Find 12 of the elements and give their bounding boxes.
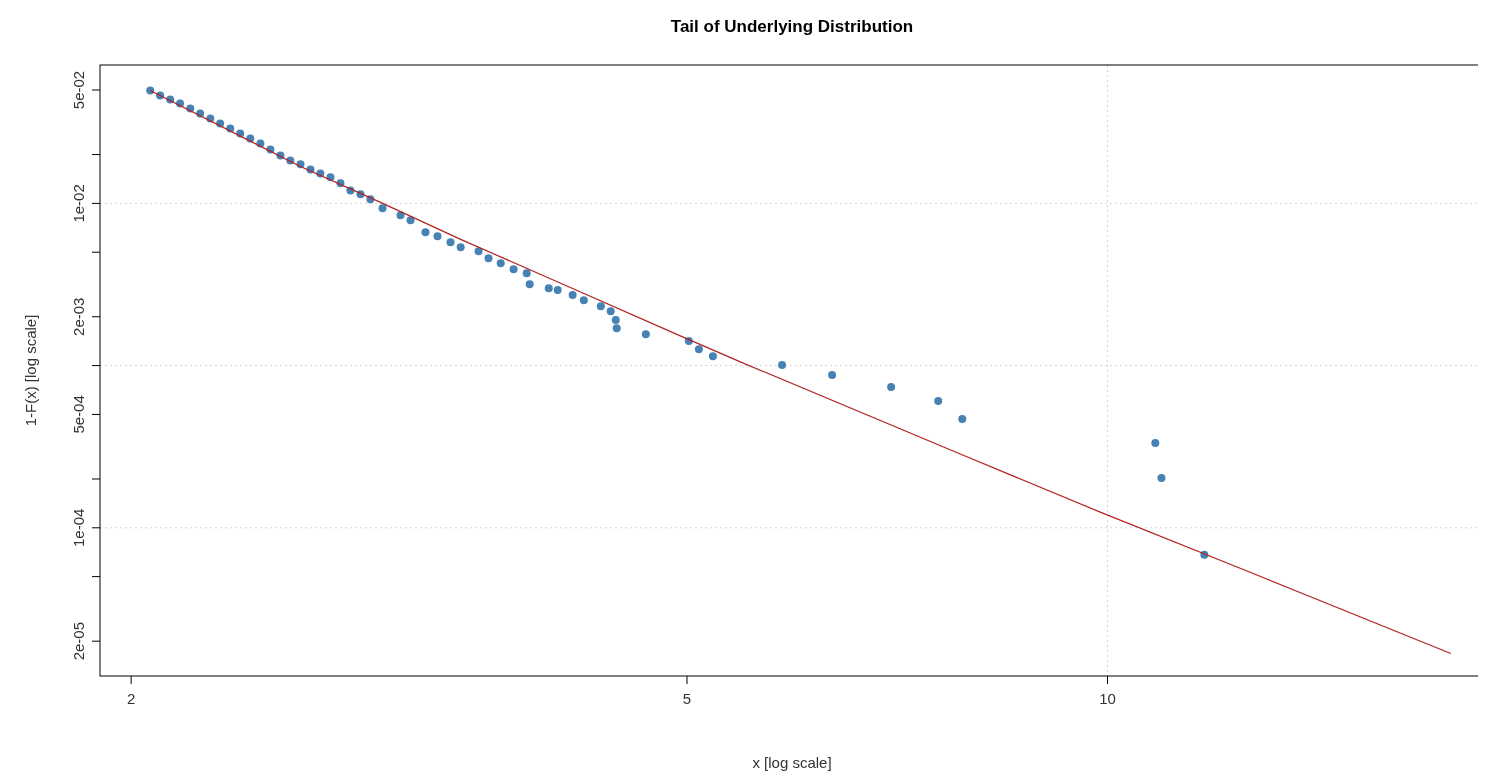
y-tick-label: 5e-04 — [70, 395, 87, 434]
x-axis-title: x [log scale] — [752, 754, 832, 771]
y-tick-label: 1e-02 — [70, 184, 87, 223]
y-tick-label: 5e-02 — [70, 70, 87, 110]
x-tick-label: 10 — [1099, 690, 1116, 707]
x-tick-label: 5 — [682, 690, 692, 707]
chart-title: Tail of Underlying Distribution — [670, 17, 914, 36]
y-axis-title: 1-F(x) [log scale] — [22, 314, 39, 427]
y-tick-label: 2e-05 — [70, 621, 87, 661]
y-tick-label: 1e-04 — [70, 508, 87, 547]
y-tick-label: 2e-03 — [70, 297, 87, 336]
x-tick-label: 2 — [126, 690, 136, 707]
